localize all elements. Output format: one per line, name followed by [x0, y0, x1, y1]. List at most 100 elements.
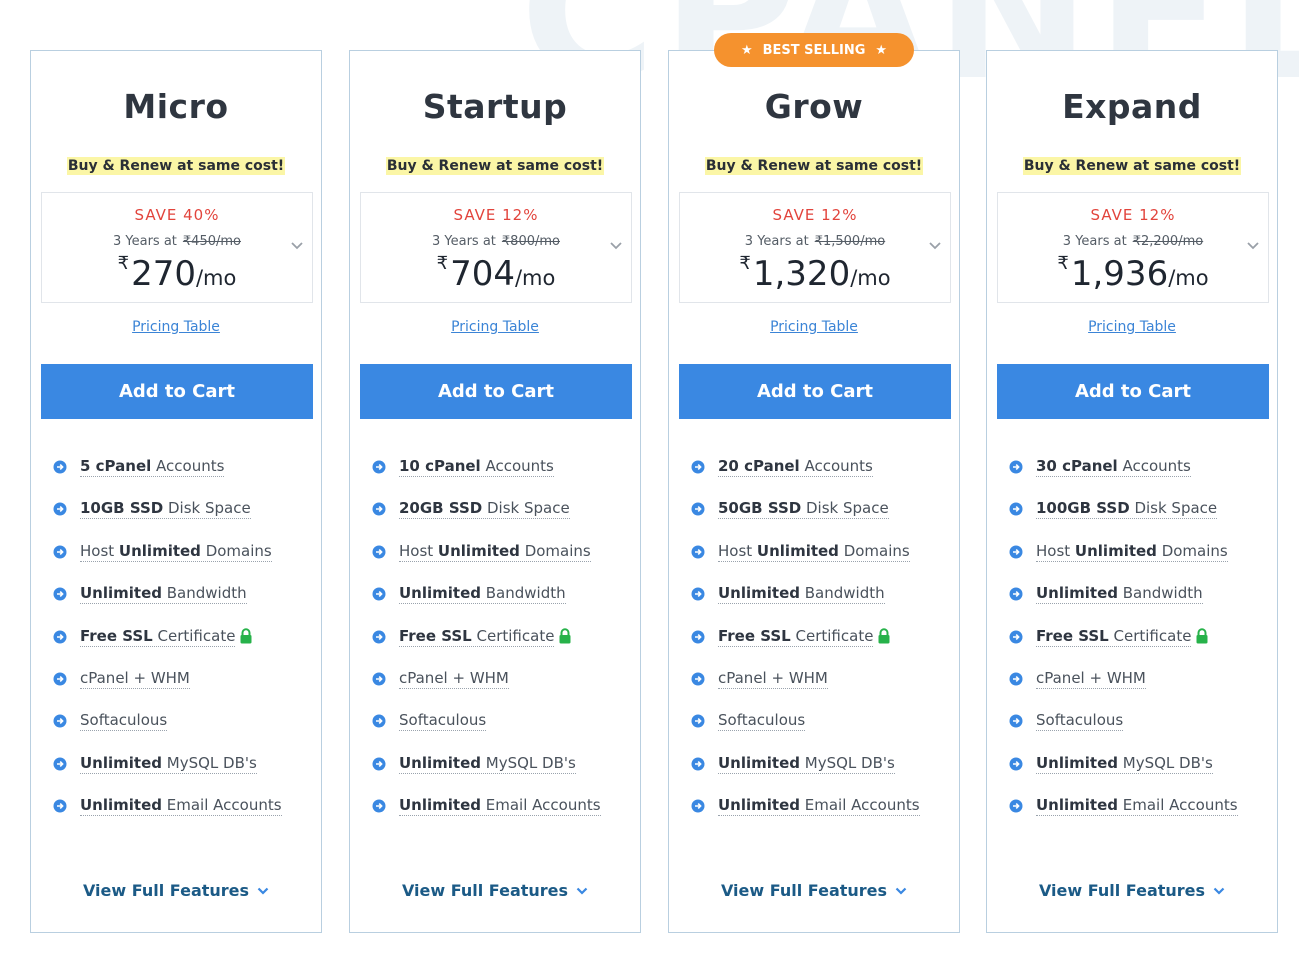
feature-suffix: Bandwidth — [162, 584, 247, 603]
feature-text[interactable]: 5 cPanel Accounts — [80, 457, 225, 477]
price-amount: 704 — [450, 254, 515, 294]
arrow-circle-right-icon — [372, 799, 386, 813]
feature-text[interactable]: 20 cPanel Accounts — [718, 457, 873, 477]
plan-card-startup: Startup Buy & Renew at same cost! SAVE 1… — [349, 50, 641, 933]
add-to-cart-button[interactable]: Add to Cart — [360, 364, 632, 419]
feature-item: 10 cPanel Accounts — [372, 457, 635, 499]
feature-item: 100GB SSD Disk Space — [1009, 499, 1272, 541]
feature-text[interactable]: Unlimited Email Accounts — [1036, 796, 1238, 817]
price-selector[interactable]: SAVE 12% 3 Years at ₹800/mo ₹704/mo — [360, 192, 632, 303]
feature-list: 30 cPanel Accounts 100GB SSD Disk Space … — [1009, 457, 1272, 839]
feature-text[interactable]: Unlimited Bandwidth — [80, 584, 247, 605]
pricing-table-link[interactable]: Pricing Table — [132, 319, 220, 335]
feature-suffix: Bandwidth — [800, 584, 885, 603]
feature-text[interactable]: Unlimited Email Accounts — [80, 796, 282, 817]
chevron-down-icon[interactable] — [290, 239, 304, 253]
chevron-down-icon[interactable] — [1246, 239, 1260, 253]
feature-text[interactable]: Host Unlimited Domains — [1036, 542, 1228, 562]
pricing-table-link[interactable]: Pricing Table — [770, 319, 858, 335]
current-price: ₹270/mo — [42, 253, 312, 294]
feature-item: Host Unlimited Domains — [372, 542, 635, 584]
feature-text[interactable]: cPanel + WHM — [399, 669, 509, 689]
feature-prefix: cPanel + WHM — [718, 668, 828, 687]
price-selector[interactable]: SAVE 40% 3 Years at ₹450/mo ₹270/mo — [41, 192, 313, 303]
feature-suffix: Domains — [1156, 541, 1228, 560]
feature-item: 30 cPanel Accounts — [1009, 457, 1272, 499]
chevron-down-icon[interactable] — [609, 239, 623, 253]
feature-highlight: Unlimited — [718, 584, 800, 603]
feature-prefix: cPanel + WHM — [1036, 668, 1146, 687]
feature-text[interactable]: Free SSL Certificate — [80, 627, 236, 647]
feature-text[interactable]: cPanel + WHM — [80, 669, 190, 689]
term-line: 3 Years at ₹2,200/mo — [998, 234, 1268, 249]
feature-text[interactable]: Unlimited Bandwidth — [1036, 584, 1203, 605]
plan-name: Grow — [764, 87, 864, 126]
feature-item: Unlimited Email Accounts — [53, 796, 316, 838]
star-icon: ★ — [875, 42, 888, 58]
feature-text[interactable]: 10 cPanel Accounts — [399, 457, 554, 477]
feature-suffix: Email Accounts — [800, 796, 920, 815]
pricing-table-link[interactable]: Pricing Table — [451, 319, 539, 335]
feature-text[interactable]: Unlimited Bandwidth — [718, 584, 885, 605]
feature-text[interactable]: Free SSL Certificate — [1036, 627, 1192, 647]
feature-item: Unlimited MySQL DB's — [53, 754, 316, 796]
feature-prefix: cPanel + WHM — [80, 668, 190, 687]
feature-text[interactable]: 100GB SSD Disk Space — [1036, 499, 1218, 520]
feature-prefix: Host — [80, 541, 119, 560]
add-to-cart-button[interactable]: Add to Cart — [679, 364, 951, 419]
feature-text[interactable]: Host Unlimited Domains — [80, 542, 272, 562]
feature-text[interactable]: Softaculous — [80, 711, 168, 732]
feature-text[interactable]: Host Unlimited Domains — [718, 542, 910, 562]
view-full-features-link[interactable]: View Full Features — [31, 881, 321, 900]
feature-text[interactable]: Unlimited MySQL DB's — [718, 754, 895, 774]
feature-text[interactable]: Host Unlimited Domains — [399, 542, 591, 562]
feature-item: Free SSL Certificate — [53, 627, 316, 669]
add-to-cart-button[interactable]: Add to Cart — [997, 364, 1269, 419]
feature-prefix: Host — [718, 541, 757, 560]
feature-list: 10 cPanel Accounts 20GB SSD Disk Space H… — [372, 457, 635, 839]
chevron-down-icon — [1213, 887, 1225, 895]
feature-text[interactable]: Unlimited MySQL DB's — [1036, 754, 1213, 774]
renew-text: Buy & Renew at same cost! — [66, 157, 286, 175]
plan-card-grow: ★ BEST SELLING ★ Grow Buy & Renew at sam… — [668, 33, 960, 933]
arrow-circle-right-icon — [691, 502, 705, 516]
feature-item: Unlimited Bandwidth — [53, 584, 316, 626]
feature-list: 5 cPanel Accounts 10GB SSD Disk Space Ho… — [53, 457, 316, 839]
feature-text[interactable]: Unlimited Email Accounts — [399, 796, 601, 817]
star-icon: ★ — [740, 42, 753, 58]
feature-text[interactable]: Unlimited Email Accounts — [718, 796, 920, 817]
feature-suffix: MySQL DB's — [1118, 753, 1213, 772]
feature-text[interactable]: Softaculous — [718, 711, 806, 732]
feature-text[interactable]: Free SSL Certificate — [399, 627, 555, 647]
feature-text[interactable]: Unlimited MySQL DB's — [80, 754, 257, 774]
feature-text[interactable]: Unlimited Bandwidth — [399, 584, 566, 605]
feature-text[interactable]: cPanel + WHM — [1036, 669, 1146, 689]
feature-text[interactable]: 20GB SSD Disk Space — [399, 499, 570, 520]
feature-text[interactable]: Free SSL Certificate — [718, 627, 874, 647]
arrow-circle-right-icon — [691, 630, 705, 644]
feature-highlight: Unlimited — [80, 753, 162, 772]
save-percent: SAVE 12% — [1090, 206, 1176, 224]
pricing-table-link[interactable]: Pricing Table — [1088, 319, 1176, 335]
feature-text[interactable]: 10GB SSD Disk Space — [80, 499, 251, 520]
view-full-features-link[interactable]: View Full Features — [987, 881, 1277, 900]
arrow-circle-right-icon — [372, 714, 386, 728]
feature-text[interactable]: cPanel + WHM — [718, 669, 828, 689]
pricing-cards: Micro Buy & Renew at same cost! SAVE 40%… — [30, 33, 1281, 935]
arrow-circle-right-icon — [53, 460, 67, 474]
price-selector[interactable]: SAVE 12% 3 Years at ₹2,200/mo ₹1,936/mo — [997, 192, 1269, 303]
view-full-features-link[interactable]: View Full Features — [669, 881, 959, 900]
feature-text[interactable]: Softaculous — [399, 711, 487, 732]
feature-suffix: Disk Space — [482, 499, 570, 518]
arrow-circle-right-icon — [53, 672, 67, 686]
feature-text[interactable]: 50GB SSD Disk Space — [718, 499, 889, 520]
feature-item: Unlimited Bandwidth — [372, 584, 635, 626]
feature-text[interactable]: Softaculous — [1036, 711, 1124, 732]
chevron-down-icon[interactable] — [928, 239, 942, 253]
badge-label: BEST SELLING — [762, 42, 866, 58]
feature-text[interactable]: 30 cPanel Accounts — [1036, 457, 1191, 477]
price-selector[interactable]: SAVE 12% 3 Years at ₹1,500/mo ₹1,320/mo — [679, 192, 951, 303]
add-to-cart-button[interactable]: Add to Cart — [41, 364, 313, 419]
view-full-features-link[interactable]: View Full Features — [350, 881, 640, 900]
feature-text[interactable]: Unlimited MySQL DB's — [399, 754, 576, 774]
